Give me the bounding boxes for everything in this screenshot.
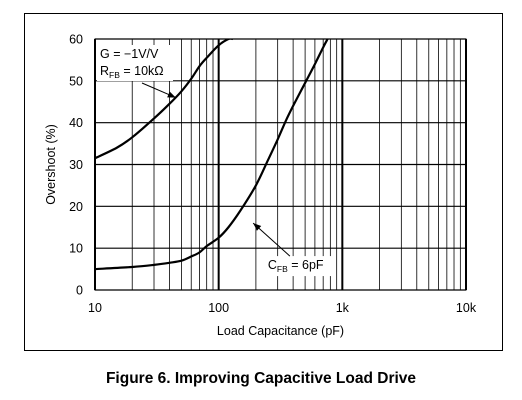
x-axis-label: Load Capacitance (pF) xyxy=(217,324,344,338)
figure-caption: Figure 6. Improving Capacitive Load Driv… xyxy=(105,370,417,387)
overshoot-chart: 0 10 20 30 40 50 60 10 100 1k 10k Load Capacitanc… xyxy=(44,33,477,339)
y-tick-label: 0 xyxy=(76,284,83,298)
annotations: G = −1V/V RFB = 10kΩ CFB = 6pF xyxy=(97,45,336,277)
x-tick-label: 10k xyxy=(456,301,477,315)
y-axis-label: Overshoot (%) xyxy=(44,124,58,205)
annotation-cfb-background xyxy=(263,256,336,277)
y-tick-label: 20 xyxy=(69,200,83,214)
y-tick-label: 60 xyxy=(69,33,83,47)
plot-area-border xyxy=(94,38,467,291)
annotation-cfb-value: = 6pF xyxy=(288,258,324,272)
x-tick-labels: 10 100 1k 10k xyxy=(88,301,477,315)
y-tick-label: 10 xyxy=(69,242,83,256)
annotation-gain-background xyxy=(97,45,173,81)
annotation-gain-label: G = −1V/V xyxy=(100,47,159,61)
y-tick-labels: 0 10 20 30 40 50 60 xyxy=(69,33,83,298)
annotation-gain-arrowhead xyxy=(167,91,176,98)
annotation-cfb-subscript: FB xyxy=(277,264,288,274)
y-tick-label: 40 xyxy=(69,116,83,130)
annotation-cfb-arrow xyxy=(252,222,291,257)
series-line-2 xyxy=(95,39,329,271)
x-tick-label: 100 xyxy=(208,301,229,315)
series-layer xyxy=(95,39,329,271)
x-tick-label: 10 xyxy=(88,301,102,315)
y-tick-label: 30 xyxy=(69,158,83,172)
annotation-cfb-symbol: C xyxy=(268,258,277,272)
annotation-rfb-symbol: R xyxy=(100,64,109,78)
annotation-cfb-label: CFB = 6pF xyxy=(268,258,324,274)
figure-frame: 0 10 20 30 40 50 60 10 100 1k 10k Load Capacitanc… xyxy=(24,13,503,351)
annotation-rfb-value: = 10kΩ xyxy=(120,64,164,78)
series-line-1 xyxy=(95,39,233,160)
y-tick-label: 50 xyxy=(69,74,83,88)
annotation-rfb-subscript: FB xyxy=(109,70,120,80)
annotation-rfb-label: RFB = 10kΩ xyxy=(100,64,164,80)
annotation-cfb-arrowhead xyxy=(253,223,262,231)
x-tick-label: 1k xyxy=(336,301,350,315)
